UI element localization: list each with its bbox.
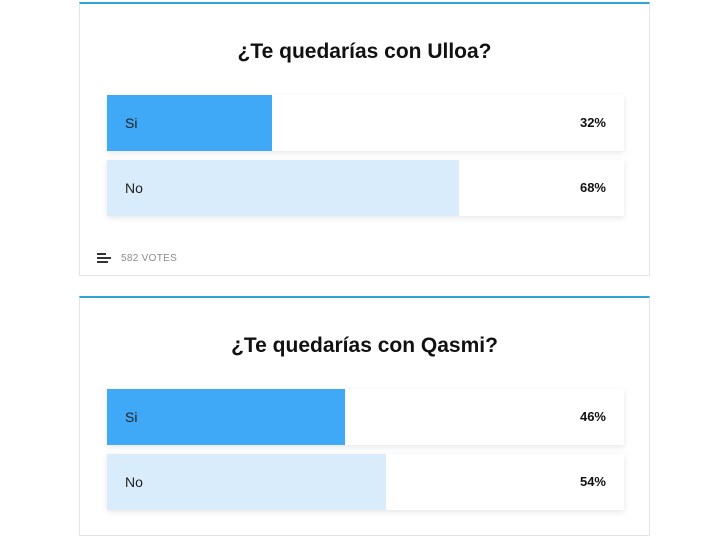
poll-option-label: No [125, 474, 143, 490]
bar-list-icon [97, 253, 111, 263]
poll-options: Si 46% No 54% [107, 389, 624, 519]
poll-card-ulloa: ¿Te quedarías con Ulloa? Si 32% No 68% 5… [79, 2, 650, 276]
poll-option-bar [107, 95, 273, 151]
poll-option-percent: 46% [579, 409, 606, 424]
poll-question: ¿Te quedarías con Ulloa? [237, 40, 492, 63]
vote-count: 582 VOTES [121, 252, 178, 264]
poll-option-percent: 54% [579, 474, 606, 489]
poll-footer: 582 VOTES [97, 251, 177, 265]
poll-option-si[interactable]: Si 46% [107, 389, 624, 445]
poll-options: Si 32% No 68% [107, 95, 624, 225]
poll-option-bar [107, 454, 387, 510]
poll-question: ¿Te quedarías con Qasmi? [231, 334, 498, 357]
poll-option-percent: 68% [579, 180, 606, 195]
poll-card-qasmi: ¿Te quedarías con Qasmi? Si 46% No 54% [79, 296, 650, 536]
poll-option-si[interactable]: Si 32% [107, 95, 624, 151]
poll-option-no[interactable]: No 68% [107, 160, 624, 216]
poll-option-bar [107, 389, 345, 445]
poll-option-label: Si [125, 409, 138, 425]
poll-option-label: No [125, 180, 143, 196]
poll-option-no[interactable]: No 54% [107, 454, 624, 510]
poll-option-label: Si [125, 115, 138, 131]
poll-option-bar [107, 160, 459, 216]
poll-option-percent: 32% [579, 115, 606, 130]
